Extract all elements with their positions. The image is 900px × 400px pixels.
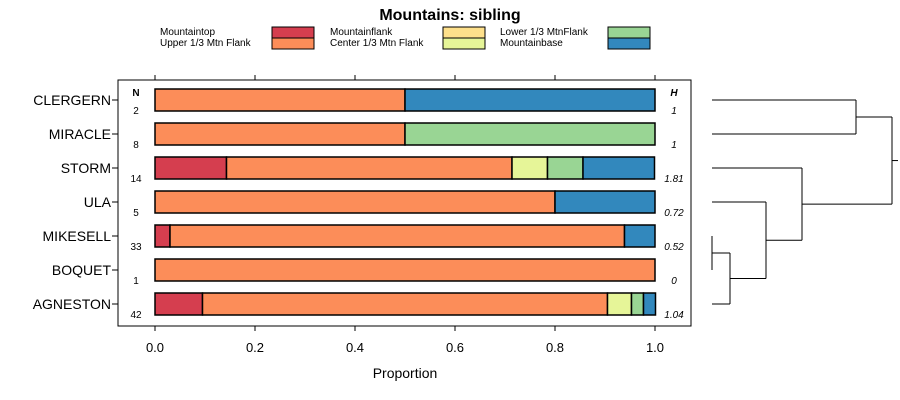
- x-tick-label-1: 0.2: [246, 340, 264, 355]
- n-value-2: 14: [130, 174, 142, 185]
- legend-label-4: Lower 1/3 MtnFlank: [500, 27, 589, 38]
- h-value-0: 1: [671, 106, 677, 117]
- h-value-3: 0.72: [664, 208, 684, 219]
- legend-label-1: Upper 1/3 Mtn Flank: [160, 38, 252, 49]
- n-value-6: 42: [130, 310, 142, 321]
- x-tick-label-5: 1.0: [646, 340, 664, 355]
- bar-agneston-1: [201, 292, 609, 316]
- legend-swatch-1: [271, 37, 315, 50]
- bar-boquet-1: [154, 258, 656, 282]
- legend-label-3: Center 1/3 Mtn Flank: [330, 38, 424, 49]
- legend-label-2: Mountainflank: [330, 27, 393, 38]
- dendrogram: [711, 99, 898, 305]
- x-axis: 0.0 0.2 0.4 0.6 0.8 1.0: [146, 75, 664, 355]
- bar-agneston-0: [154, 292, 204, 316]
- bar-mikesell-5: [623, 224, 656, 248]
- bar-storm-0: [154, 156, 228, 180]
- bar-clergern-5: [404, 88, 656, 112]
- bar-storm-1: [225, 156, 513, 180]
- bar-storm-3: [511, 156, 549, 180]
- category-label-0: CLERGERN: [33, 92, 111, 108]
- category-label-1: MIRACLE: [49, 126, 111, 142]
- legend-swatch-4: [607, 26, 651, 39]
- x-tick-label-0: 0.0: [146, 340, 164, 355]
- legend-swatch-5: [607, 37, 651, 50]
- n-value-3: 5: [133, 208, 139, 219]
- bar-storm-5: [582, 156, 656, 180]
- n-value-5: 1: [133, 276, 139, 287]
- n-value-4: 33: [130, 242, 142, 253]
- category-label-5: BOQUET: [52, 262, 112, 278]
- h-value-1: 1: [671, 140, 677, 151]
- bar-storm-4: [546, 156, 584, 180]
- bar-miracle-4: [404, 122, 656, 146]
- legend-label-0: Mountaintop: [160, 27, 215, 38]
- category-label-4: MIKESELL: [43, 228, 112, 244]
- bar-agneston-5: [642, 292, 657, 316]
- category-label-2: STORM: [61, 160, 111, 176]
- x-tick-label-3: 0.6: [446, 340, 464, 355]
- legend-label-5: Mountainbase: [500, 38, 563, 49]
- category-label-6: AGNESTON: [33, 296, 111, 312]
- bar-mikesell-0: [154, 224, 171, 248]
- bar-ula-5: [554, 190, 656, 214]
- h-value-5: 0: [671, 276, 677, 287]
- legend-swatch-2: [442, 26, 486, 39]
- bar-mikesell-1: [169, 224, 626, 248]
- h-column-header: H: [670, 88, 678, 99]
- x-axis-label: Proportion: [373, 365, 438, 381]
- bar-ula-1: [154, 190, 556, 214]
- chart-title: Mountains: sibling: [379, 7, 520, 24]
- n-value-0: 2: [133, 106, 139, 117]
- bar-miracle-1: [154, 122, 406, 146]
- x-tick-label-2: 0.4: [346, 340, 364, 355]
- n-column-header: N: [132, 88, 139, 99]
- plot-frame: [117, 79, 692, 327]
- x-tick-label-4: 0.8: [546, 340, 564, 355]
- bar-agneston-3: [606, 292, 633, 316]
- h-value-4: 0.52: [664, 242, 684, 253]
- bar-agneston-4: [630, 292, 645, 316]
- h-value-2: 1.81: [664, 174, 683, 185]
- category-label-3: ULA: [84, 194, 112, 210]
- bar-rows: CLERGERN 2 1 MIRACLE 8 1 STORM 14 1.81 ULA 5 0.72 MI…: [33, 88, 684, 321]
- bar-clergern-1: [154, 88, 406, 112]
- n-value-1: 8: [133, 140, 139, 151]
- legend-swatch-3: [442, 37, 486, 50]
- h-value-6: 1.04: [664, 310, 684, 321]
- legend-swatch-0: [271, 26, 315, 39]
